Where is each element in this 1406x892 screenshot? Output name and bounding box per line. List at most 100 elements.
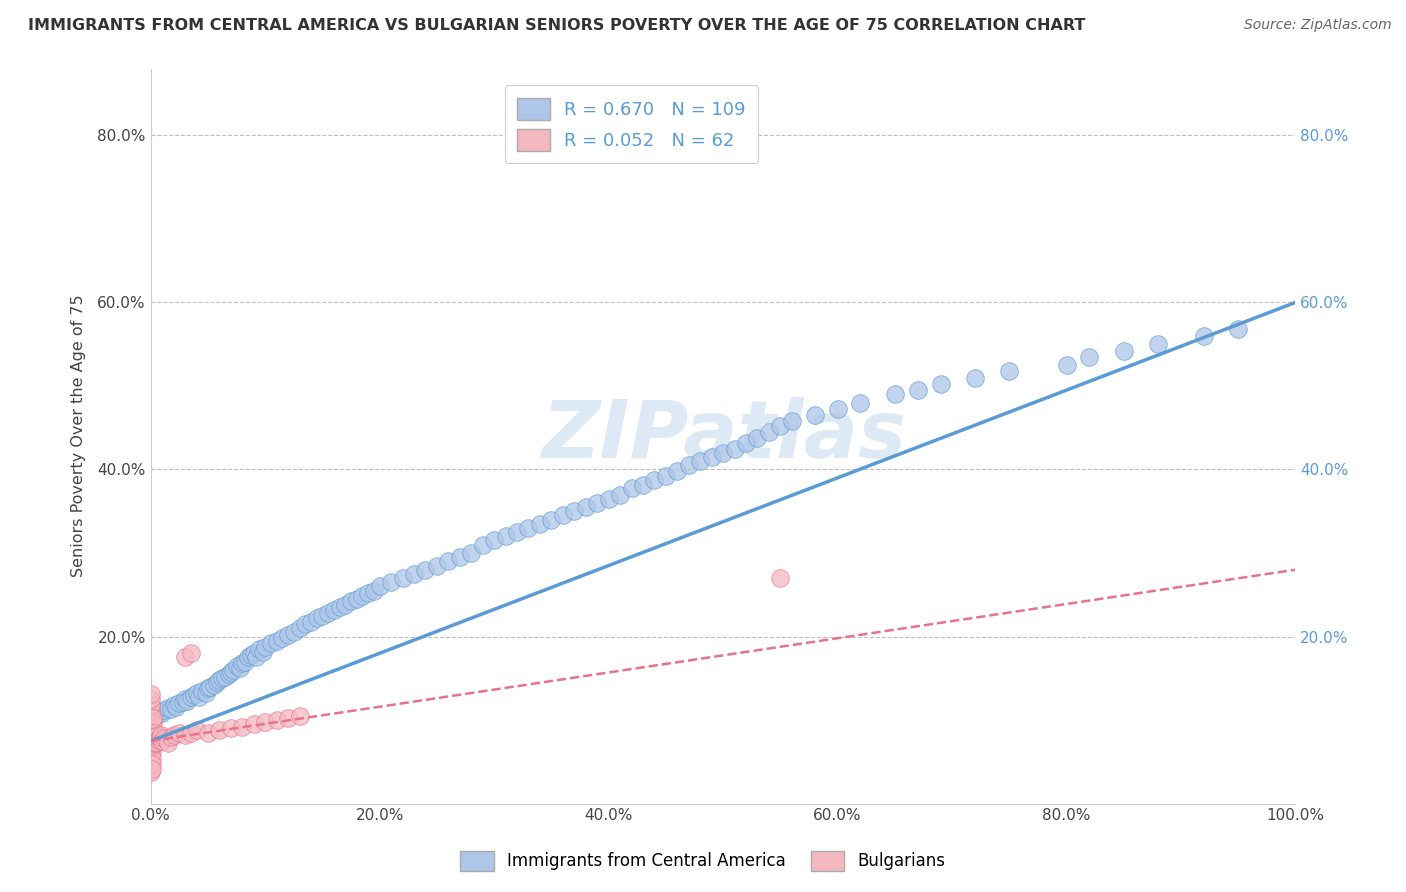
Point <box>205 675 228 690</box>
Point <box>883 387 905 401</box>
Point <box>211 671 233 685</box>
Point <box>288 709 311 723</box>
Point <box>495 529 517 543</box>
Point <box>1227 322 1250 336</box>
Point <box>183 688 205 702</box>
Point <box>219 722 242 736</box>
Point <box>202 678 225 692</box>
Point <box>735 435 758 450</box>
Point <box>471 538 494 552</box>
Point <box>689 454 711 468</box>
Point <box>153 703 176 717</box>
Point <box>311 608 333 623</box>
Point <box>1112 343 1135 358</box>
Point <box>346 591 368 606</box>
Point <box>700 450 723 464</box>
Point <box>191 683 214 698</box>
Point <box>174 692 197 706</box>
Point <box>391 571 413 585</box>
Point <box>141 728 163 742</box>
Y-axis label: Seniors Poverty Over the Age of 75: Seniors Poverty Over the Age of 75 <box>72 294 86 577</box>
Point <box>149 730 172 744</box>
Point <box>352 590 374 604</box>
Point <box>139 731 162 746</box>
Point <box>180 690 202 704</box>
Point <box>197 725 219 739</box>
Point <box>460 546 482 560</box>
Point <box>214 670 236 684</box>
Point <box>141 734 163 748</box>
Legend: Immigrants from Central America, Bulgarians: Immigrants from Central America, Bulgari… <box>453 842 953 880</box>
Point <box>482 533 505 548</box>
Point <box>162 698 184 712</box>
Point <box>236 650 259 665</box>
Point <box>174 650 197 665</box>
Point <box>271 631 294 645</box>
Point <box>156 700 179 714</box>
Point <box>437 554 460 568</box>
Point <box>225 658 247 673</box>
Point <box>200 680 222 694</box>
Point <box>142 715 165 730</box>
Point <box>415 563 437 577</box>
Point <box>340 594 363 608</box>
Point <box>139 692 162 706</box>
Point <box>141 723 163 738</box>
Point <box>169 725 191 739</box>
Point <box>380 575 402 590</box>
Point <box>242 717 264 731</box>
Point <box>506 525 529 540</box>
Point <box>222 663 245 677</box>
Point <box>631 477 654 491</box>
Point <box>242 646 264 660</box>
Point <box>758 425 780 439</box>
Point <box>575 500 598 514</box>
Point <box>139 709 162 723</box>
Point <box>1147 337 1170 351</box>
Point <box>368 579 391 593</box>
Point <box>142 722 165 736</box>
Point <box>254 640 277 654</box>
Point <box>316 606 339 620</box>
Point <box>266 633 288 648</box>
Point <box>929 377 952 392</box>
Point <box>1056 358 1078 372</box>
Point <box>1078 350 1101 364</box>
Point <box>517 521 540 535</box>
Point <box>197 681 219 696</box>
Point <box>283 625 305 640</box>
Point <box>245 650 267 665</box>
Point <box>194 685 217 699</box>
Point <box>160 702 183 716</box>
Point <box>141 756 163 771</box>
Point <box>529 516 551 531</box>
Point <box>143 725 166 739</box>
Point <box>149 705 172 719</box>
Point <box>598 491 620 506</box>
Point <box>655 469 678 483</box>
Point <box>551 508 574 523</box>
Point <box>150 734 173 748</box>
Point <box>141 745 163 759</box>
Point <box>335 598 357 612</box>
Point <box>142 710 165 724</box>
Point <box>780 414 803 428</box>
Point <box>305 611 328 625</box>
Point <box>329 600 352 615</box>
Point <box>540 513 562 527</box>
Point <box>139 742 162 756</box>
Point <box>143 736 166 750</box>
Point <box>172 695 194 709</box>
Point <box>139 703 162 717</box>
Text: Source: ZipAtlas.com: Source: ZipAtlas.com <box>1244 18 1392 32</box>
Point <box>219 665 242 679</box>
Point <box>998 364 1021 378</box>
Point <box>218 667 240 681</box>
Legend: R = 0.670   N = 109, R = 0.052   N = 62: R = 0.670 N = 109, R = 0.052 N = 62 <box>505 85 758 163</box>
Point <box>139 736 162 750</box>
Point <box>363 583 385 598</box>
Point <box>146 733 169 747</box>
Point <box>266 713 288 727</box>
Point <box>139 764 162 779</box>
Point <box>143 730 166 744</box>
